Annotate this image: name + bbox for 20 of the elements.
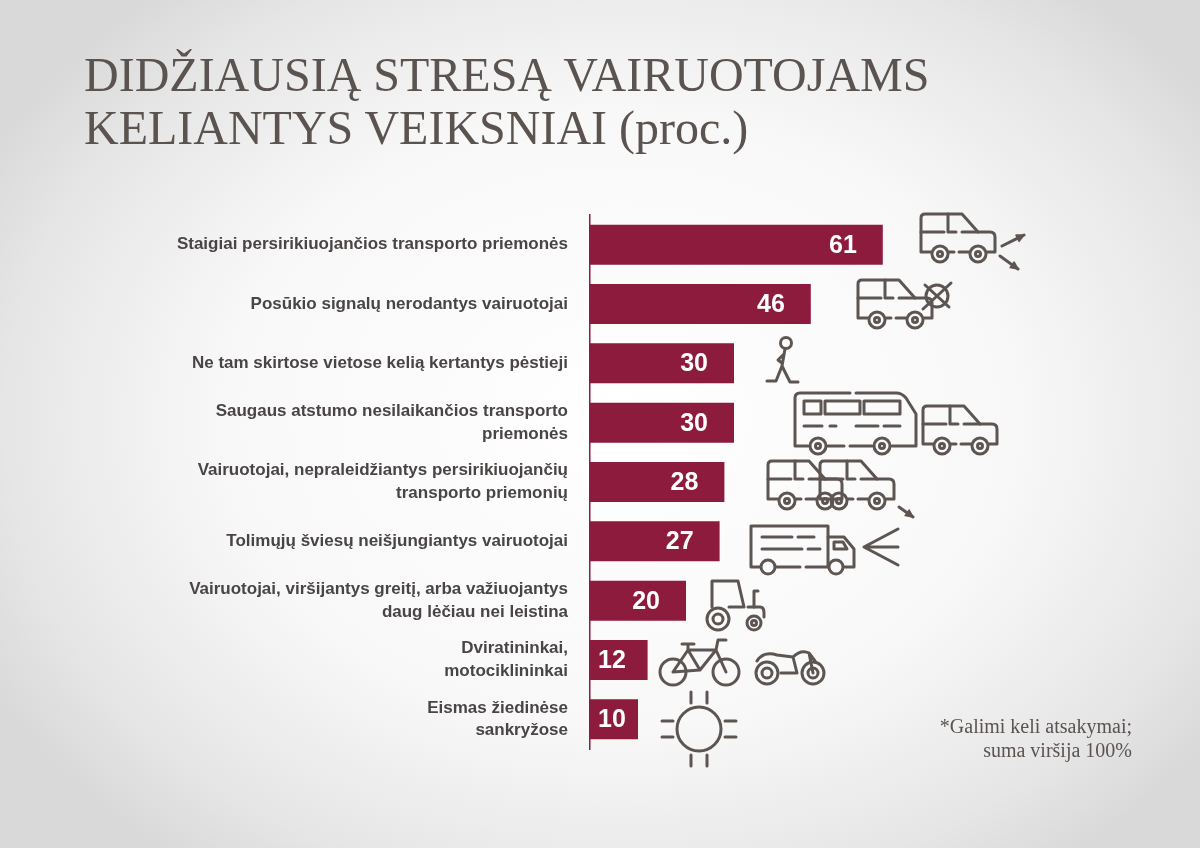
data-label: 10 xyxy=(598,704,626,733)
data-label: 61 xyxy=(828,229,857,258)
data-label: 20 xyxy=(632,585,660,614)
y-tick-label: Tolimųjų šviesų neišjungiantys vairuotojai xyxy=(226,531,568,551)
y-tick-label: Staigiai persirikiuojančios transporto priemonės xyxy=(176,234,568,254)
y-tick-label: Dviratininkai, motociklininkai xyxy=(444,638,568,681)
data-label: 28 xyxy=(670,466,699,495)
text: *Galimi keli atsakymai; suma viršija 100% xyxy=(938,714,1132,762)
data-label: 30 xyxy=(680,407,708,436)
data-label: 27 xyxy=(665,526,694,555)
data-label: 12 xyxy=(598,644,626,673)
y-tick-label: Saugaus atstumo nesilaikančios transporto priemonės xyxy=(215,400,568,443)
chart-title: DIDŽIAUSIĄ STRESĄ VAIRUOTOJAMS KELIANTYS VEIKSNIAI (proc.) xyxy=(84,48,930,154)
data-label: 46 xyxy=(756,288,785,317)
y-tick-label: Vairuotojai, viršijantys greitį, arba važiuojantys daug lėčiau nei leistina xyxy=(189,578,569,621)
y-tick-label: Ne tam skirtose vietose kelią kertantys pėstieji xyxy=(191,353,568,373)
y-tick-label: Vairuotojai, nepraleidžiantys persirikiuojančių transporto priemonių xyxy=(197,460,568,503)
y-tick-label: Eismas žiedinėse sankryžose xyxy=(427,697,568,740)
data-label: 30 xyxy=(680,348,708,377)
y-tick-label: Posūkio signalų nerodantys vairuotojai xyxy=(250,293,568,313)
